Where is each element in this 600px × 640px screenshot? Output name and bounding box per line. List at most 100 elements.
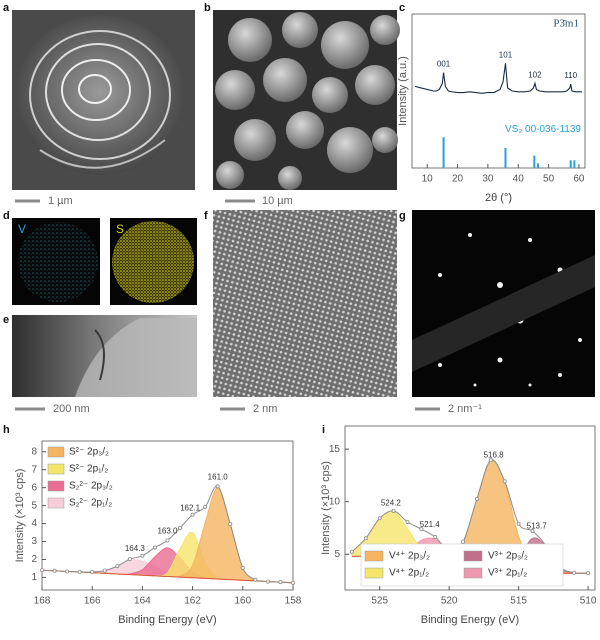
plot-frame — [411, 13, 586, 169]
data-point — [240, 565, 245, 570]
y-axis-label: Intensity (a.u.) — [397, 56, 409, 126]
x-tick-label: 166 — [84, 596, 101, 607]
data-point — [419, 527, 424, 532]
sem-image-a — [12, 10, 195, 190]
y-axis-label: Intensity (×10³ cps) — [14, 469, 26, 563]
x-tick-label: 525 — [371, 596, 388, 607]
peak-label: 101 — [499, 50, 513, 59]
data-point — [178, 525, 183, 530]
legend-swatch — [47, 463, 65, 475]
x-tick-label: 20 — [452, 174, 464, 185]
xrd-pattern — [414, 63, 582, 94]
eds-label: S — [116, 222, 124, 236]
legend-label: S²⁻ 2p₁/₂ — [69, 464, 108, 475]
x-tick-label: 164 — [134, 596, 151, 607]
scale-bar-label: 2 nm — [253, 403, 277, 415]
x-tick-label: 162 — [184, 596, 201, 607]
panel-letter: e — [3, 314, 9, 326]
peak-label: 001 — [437, 60, 451, 69]
y-tick-label: 1 — [31, 572, 37, 583]
data-point — [474, 496, 479, 501]
x-tick-label: 168 — [34, 596, 51, 607]
data-point — [391, 508, 396, 513]
legend-swatch — [47, 497, 65, 509]
legend-swatch — [364, 550, 384, 562]
data-point — [52, 568, 57, 573]
x-tick-label: 520 — [441, 596, 458, 607]
tem-image — [12, 315, 197, 397]
peak-label: 163.0 — [157, 527, 178, 536]
panel-letter: b — [204, 2, 211, 14]
legend-label: V⁴⁺ 2p₁/₂ — [389, 568, 429, 579]
peak-label: 513.7 — [527, 522, 548, 531]
data-point — [77, 569, 82, 574]
y-tick-label: 2 — [31, 554, 37, 565]
panel-letter: a — [3, 2, 10, 14]
data-point — [190, 512, 195, 517]
data-point — [433, 535, 438, 540]
peak-label: 516.8 — [484, 451, 505, 460]
y-tick-label: 8 — [31, 446, 37, 457]
data-point — [265, 579, 270, 584]
sem-image-b — [213, 10, 400, 190]
peak-label: 161.0 — [208, 473, 229, 482]
data-point — [165, 538, 170, 543]
x-tick-label: 30 — [482, 174, 494, 185]
legend-label: V⁴⁺ 2p₃/₂ — [389, 551, 430, 562]
legend-swatch — [47, 480, 65, 492]
scale-bar-label: 1 µm — [48, 195, 73, 207]
peak-label: 162.1 — [180, 503, 201, 512]
legend-swatch — [364, 567, 384, 579]
scale-bar-label: 200 nm — [53, 403, 90, 415]
saed-pattern — [412, 210, 595, 397]
data-point — [290, 580, 295, 585]
x-tick-label: 158 — [285, 596, 302, 607]
legend-swatch — [463, 550, 483, 562]
data-point — [572, 570, 577, 575]
legend-label: V³⁺ 2p₃/₂ — [488, 551, 528, 562]
eds-label: V — [18, 222, 26, 236]
data-point — [488, 458, 493, 463]
data-point — [152, 545, 157, 550]
x-tick-label: 515 — [510, 596, 527, 607]
x-tick-label: 510 — [580, 596, 597, 607]
panel-letter: f — [204, 210, 208, 222]
data-point — [363, 536, 368, 541]
data-point — [127, 557, 132, 562]
x-tick-label: 60 — [573, 174, 585, 185]
data-point — [461, 539, 466, 544]
peak-label: 110 — [564, 71, 577, 80]
scale-bar-label: 10 µm — [262, 195, 293, 207]
data-point — [228, 522, 233, 527]
data-point — [586, 571, 591, 576]
panel-letter: h — [3, 424, 10, 436]
peak-label: 521.4 — [420, 520, 441, 529]
panel-letter: g — [399, 210, 406, 222]
x-tick-label: 10 — [422, 174, 434, 185]
panel-letter: i — [322, 424, 325, 436]
legend-swatch — [463, 567, 483, 579]
data-point — [115, 564, 120, 569]
data-point — [65, 569, 70, 574]
y-tick-label: 4 — [31, 518, 37, 529]
peak-label: 102 — [528, 70, 542, 79]
panel-letter: c — [399, 2, 405, 14]
peak-label: 164.3 — [125, 544, 146, 553]
data-point — [40, 568, 45, 573]
data-point — [278, 580, 283, 585]
peak-label: 524.2 — [381, 498, 402, 507]
y-tick-label: 15 — [329, 444, 341, 455]
data-point — [215, 484, 220, 489]
legend-box — [360, 543, 564, 587]
data-point — [253, 577, 258, 582]
y-tick-label: 6 — [31, 482, 37, 493]
data-point — [90, 570, 95, 575]
x-axis-label: 2θ (°) — [485, 192, 512, 204]
data-point — [203, 504, 208, 509]
legend-label: V³⁺ 2p₁/₂ — [488, 568, 527, 579]
scale-bar-label: 2 nm⁻¹ — [448, 403, 482, 415]
y-tick-label: 7 — [31, 464, 37, 475]
legend-swatch — [47, 446, 65, 458]
scale-bar-lines — [15, 199, 440, 411]
